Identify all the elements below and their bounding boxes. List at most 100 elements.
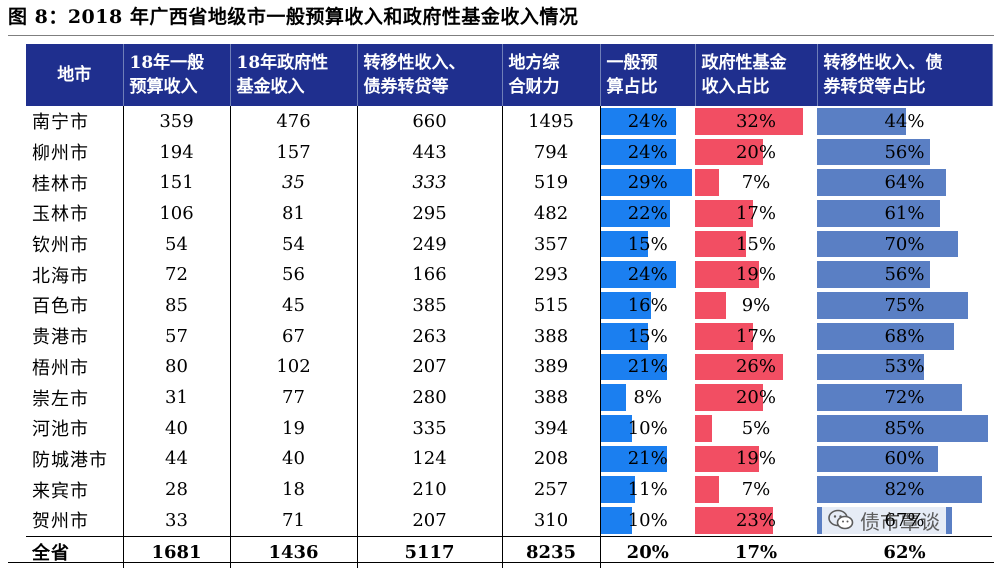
transfer-ratio-cell: 75%: [817, 290, 992, 321]
gen-ratio-cell-value: 10%: [627, 417, 668, 439]
gen-ratio-cell-value: 11%: [627, 479, 668, 501]
transfer-cell: 335: [357, 412, 503, 444]
gen-budget-cell: 40: [123, 412, 231, 444]
gen-ratio-cell: 8%: [600, 382, 695, 413]
transfer-ratio-cell-value: 60%: [884, 448, 925, 470]
gov-fund-cell: 40: [230, 443, 358, 475]
transfer-cell: 124: [357, 443, 503, 475]
gen-ratio-cell: 29%: [600, 167, 695, 198]
gen-ratio-cell: 24%: [600, 137, 695, 168]
fund-ratio-cell-bar: [695, 230, 746, 258]
gen-ratio-cell-value: 22%: [627, 202, 668, 224]
total-cell: 515: [502, 290, 601, 321]
watermark-text: 债市覃谈: [860, 509, 940, 534]
city-cell: 贵港市: [26, 320, 124, 352]
fund-ratio-cell-value: 7%: [741, 479, 771, 501]
gen-ratio-cell-bar: [600, 322, 648, 350]
transfer-cell: 295: [357, 198, 503, 229]
transfer-ratio-cell-bar: [817, 261, 930, 289]
caption-divider: [8, 35, 994, 36]
gen-ratio-cell-value: 24%: [627, 141, 668, 163]
gov-fund-cell: 45: [230, 290, 358, 321]
transfer-cell: 263: [357, 320, 503, 352]
transfer-cell: 166: [357, 259, 503, 291]
transfer-cell: 443: [357, 136, 503, 168]
transfer-ratio-cell-bar: [817, 445, 938, 473]
gen-ratio-cell: 16%: [600, 290, 695, 321]
gov-fund-cell: 54: [230, 228, 358, 260]
transfer-ratio-cell: 85%: [817, 413, 992, 444]
gen-ratio-cell-value: 10%: [627, 509, 668, 531]
fund-ratio-cell: 32%: [695, 106, 817, 137]
fund-ratio-cell: 7%: [695, 474, 817, 505]
gen-ratio-cell: 24%: [600, 106, 695, 137]
gen-ratio-cell-value: 24%: [627, 110, 668, 132]
gen-ratio-cell-bar: [600, 261, 677, 289]
gen-budget-cell: 33: [123, 504, 231, 537]
fund-ratio-cell-bar: [695, 414, 712, 442]
fund-ratio-cell-bar: [695, 384, 763, 411]
header-gov-fund-line1: 18年政府性: [236, 53, 329, 73]
header-gen-ratio: 一般预 算占比: [600, 44, 696, 106]
header-gov-fund: 18年政府性 基金收入: [230, 44, 358, 106]
gov-fund-cell: 102: [230, 351, 358, 383]
fund-ratio-cell-bar: [695, 322, 753, 350]
transfer-ratio-cell-value: 85%: [884, 417, 925, 439]
header-fund-ratio-line2: 收入占比: [701, 77, 770, 97]
watermark: 债市覃谈: [822, 505, 946, 535]
gov-fund-cell: 67: [230, 320, 358, 352]
transfer-cell: 280: [357, 382, 503, 413]
transfer-ratio-cell: 60%: [817, 444, 992, 475]
transfer-cell: 249: [357, 228, 503, 260]
transfer-ratio-cell-bar: [817, 108, 906, 135]
city-cell: 崇左市: [26, 382, 124, 413]
gen-ratio-cell-bar: [600, 108, 677, 135]
finance-table: 地市 18年一般 预算收入 18年政府性 基金收入 转移性收入、 债券转贷等 地方综合…: [26, 44, 993, 568]
transfer-ratio-cell: 53%: [817, 352, 992, 383]
transfer-ratio-cell-bar: [817, 138, 930, 166]
gen-budget-cell: 72: [123, 259, 231, 291]
gen-ratio-cell-bar: [600, 476, 636, 503]
fund-ratio-cell-bar: [695, 108, 804, 135]
gen-ratio-cell-bar: [600, 200, 670, 227]
gen-ratio-cell-value: 8%: [633, 387, 663, 409]
transfer-ratio-cell: 72%: [817, 382, 992, 413]
city-cell: 百色市: [26, 290, 124, 321]
table-row: 柳州市 194 157 443 794 24% 20% 56%: [26, 136, 992, 168]
gen-budget-cell: 80: [123, 351, 231, 383]
total-cell: 257: [502, 474, 601, 505]
gov-fund-cell: 71: [230, 504, 358, 537]
header-gen-budget: 18年一般 预算收入: [123, 44, 231, 106]
table-row: 防城港市 44 40 124 208 21% 19% 60%: [26, 443, 992, 475]
gen-ratio-cell-value: 15%: [627, 233, 668, 255]
header-gen-ratio-line1: 一般预: [606, 53, 658, 73]
gen-budget-cell: 359: [123, 106, 231, 137]
gen-ratio-cell-bar: [600, 292, 651, 319]
gen-ratio-cell-value: 21%: [627, 356, 668, 378]
city-cell: 来宾市: [26, 474, 124, 505]
gen-ratio-cell: 22%: [600, 198, 695, 229]
transfer-ratio-cell-value: 72%: [884, 387, 925, 409]
gen-ratio-cell-value: 21%: [627, 448, 668, 470]
total-cell: 357: [502, 228, 601, 260]
fund-ratio-cell-value: 17%: [735, 202, 776, 224]
gen-ratio-cell-value: 16%: [627, 294, 668, 316]
header-transfer-ratio-line1: 转移性收入、债: [823, 53, 943, 73]
transfer-ratio-cell-value: 67%: [884, 509, 925, 531]
city-cell: 北海市: [26, 259, 124, 291]
fund-ratio-cell: 5%: [695, 413, 817, 444]
city-cell: 钦州市: [26, 228, 124, 260]
fund-ratio-cell-value: 7%: [741, 172, 771, 194]
transfer-ratio-cell-value: 82%: [884, 479, 925, 501]
fund-ratio-cell-value: 32%: [735, 110, 776, 132]
gen-ratio-cell-bar: [600, 169, 692, 197]
total-cell: 389: [502, 351, 601, 383]
header-transfer-ratio-line2: 券转贷等占比: [823, 77, 926, 97]
gen-budget-cell: 57: [123, 320, 231, 352]
transfer-ratio-cell-value: 53%: [884, 356, 925, 378]
transfer-ratio-cell-bar: [817, 476, 983, 503]
city-cell: 河池市: [26, 412, 124, 444]
header-fund-ratio-line1: 政府性基金: [701, 53, 787, 73]
transfer-ratio-cell-bar: [817, 414, 988, 442]
total-cell: 310: [502, 504, 601, 537]
